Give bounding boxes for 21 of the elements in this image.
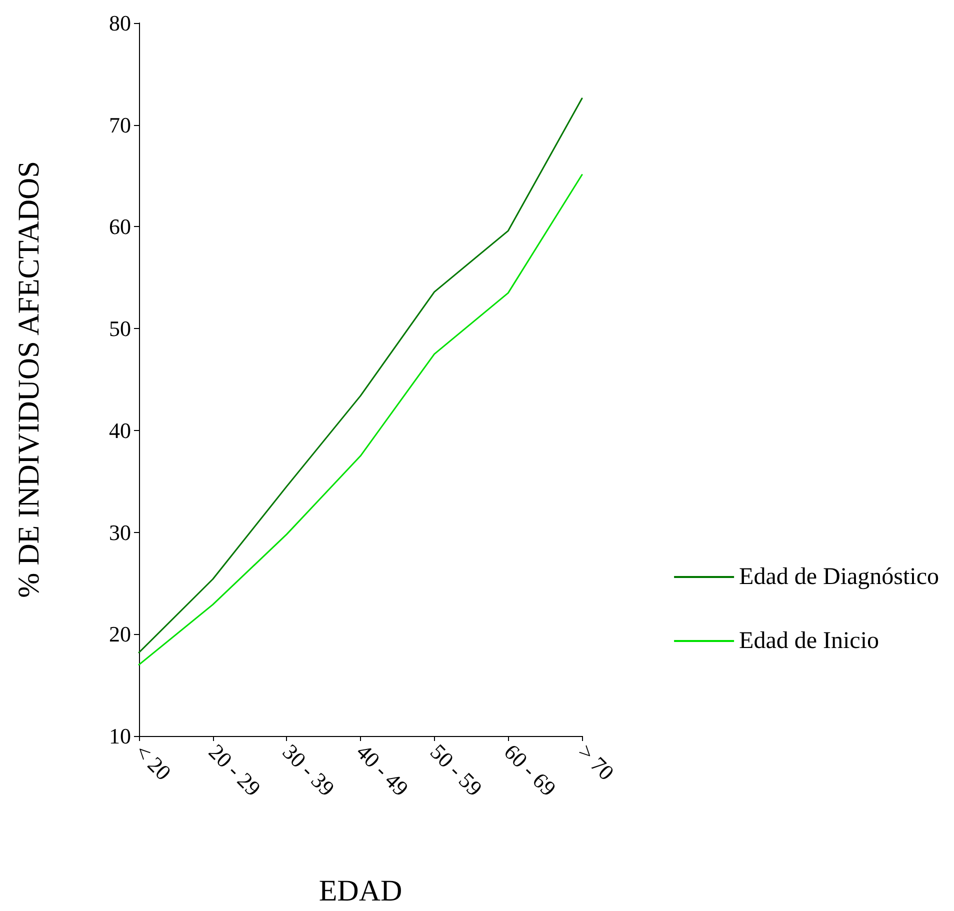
x-tick-label: 60 - 69 bbox=[499, 739, 562, 801]
legend-label: Edad de Diagnóstico bbox=[739, 564, 940, 590]
y-tick-label: 40 bbox=[109, 418, 131, 443]
y-axis-title: % DE INDIVIDUOS AFECTADOS bbox=[12, 161, 46, 598]
y-tick-label: 80 bbox=[109, 10, 131, 36]
line-series bbox=[138, 98, 583, 654]
line-series bbox=[138, 174, 583, 666]
x-tick-label: 30 - 39 bbox=[278, 739, 340, 801]
x-tick-label: 20 - 29 bbox=[204, 739, 266, 801]
x-tick-label: > 70 bbox=[573, 739, 620, 786]
x-axis-title: EDAD bbox=[318, 874, 402, 908]
x-tick-label: < 20 bbox=[130, 739, 176, 786]
y-tick-label: 10 bbox=[109, 724, 131, 748]
y-tick-label: 30 bbox=[109, 520, 131, 545]
x-tick-label: 50 - 59 bbox=[425, 739, 488, 801]
y-tick-label: 60 bbox=[109, 214, 131, 240]
y-tick-label: 50 bbox=[109, 316, 131, 342]
legend-label: Edad de Inicio bbox=[739, 628, 880, 654]
y-tick-label: 70 bbox=[109, 112, 131, 138]
x-tick-label: 40 - 49 bbox=[352, 739, 414, 801]
y-tick-label: 20 bbox=[109, 622, 131, 647]
